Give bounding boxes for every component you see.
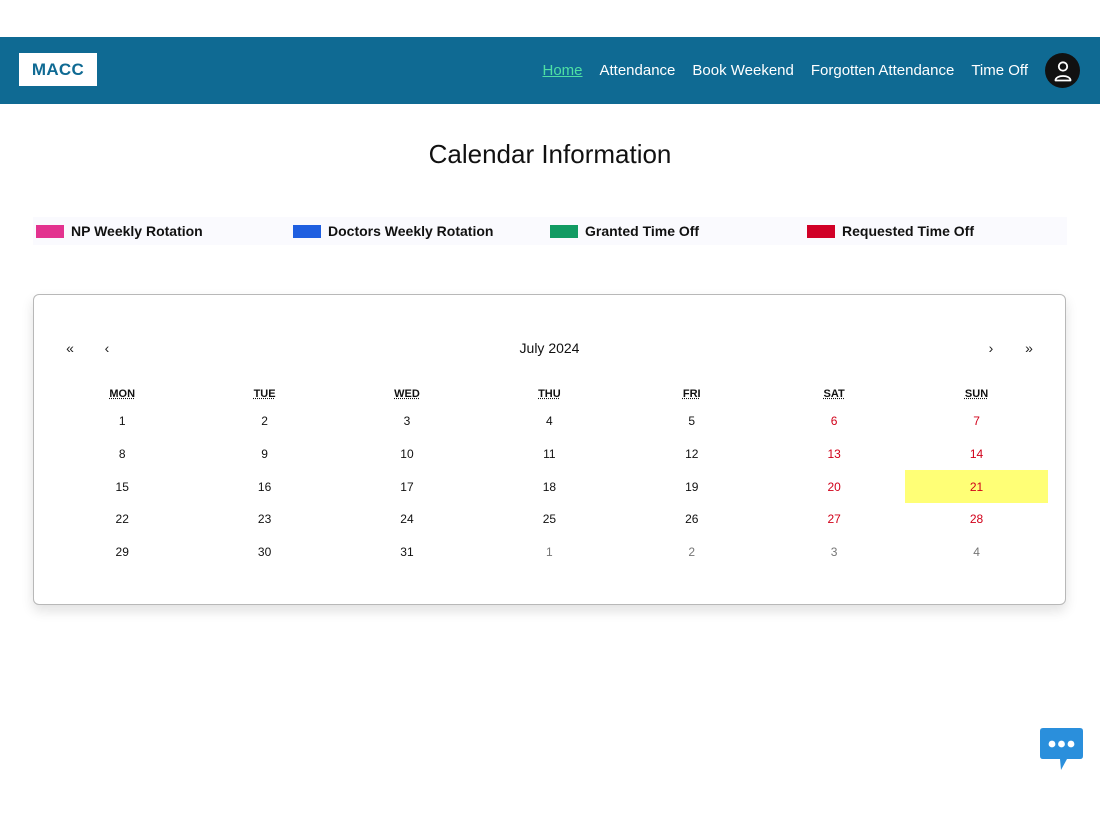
weekday-thu: THU [538,388,561,400]
day-cell[interactable]: 16 [257,479,272,494]
chat-button[interactable] [1039,727,1084,771]
legend-swatch [293,224,321,238]
app-window: MACC Home Attendance Book Weekend Forgot… [0,37,1100,788]
calendar-navigation: July 2024 « ‹ › » [34,333,1065,363]
next-year-button[interactable]: » [1025,340,1033,356]
legend-swatch [36,224,64,238]
weekday-wed: WED [394,388,420,400]
prev-year-button[interactable]: « [66,340,74,356]
day-cell[interactable]: 3 [403,414,411,429]
day-cell[interactable]: 9 [261,447,268,462]
day-cell-next-month[interactable]: 2 [688,545,696,560]
day-cell-today[interactable]: 21 [905,470,1048,504]
day-cell[interactable]: 24 [400,512,414,527]
day-cell[interactable]: 6 [830,414,838,429]
nav-link-time-off[interactable]: Time Off [971,62,1028,79]
day-cell[interactable]: 5 [688,414,696,429]
day-cell-next-month[interactable]: 4 [973,545,980,560]
legend-label: Doctors Weekly Rotation [328,223,494,239]
day-cell[interactable]: 31 [400,545,414,560]
day-cell[interactable]: 1 [118,414,126,429]
day-cell[interactable]: 13 [827,447,841,462]
weekday-fri: FRI [682,388,701,400]
day-cell[interactable]: 26 [685,512,699,527]
day-cell[interactable]: 29 [115,545,129,560]
chat-bubble-icon [1040,728,1083,770]
day-cell[interactable]: 25 [542,512,557,527]
day-cell[interactable]: 14 [969,447,984,462]
day-cell[interactable]: 12 [685,447,699,462]
navbar: MACC Home Attendance Book Weekend Forgot… [0,37,1100,104]
weekday-sun: SUN [964,388,989,400]
day-cell[interactable]: 15 [115,479,129,494]
day-cell[interactable]: 23 [257,512,272,527]
nav-links: Home Attendance Book Weekend Forgotten A… [542,37,1028,104]
legend-label: NP Weekly Rotation [71,223,203,239]
legend-label: Granted Time Off [585,223,700,239]
nav-link-home[interactable]: Home [542,62,583,79]
nav-link-attendance[interactable]: Attendance [599,62,676,79]
user-icon [1054,60,1071,81]
day-cell[interactable]: 8 [118,447,126,462]
day-cell[interactable]: 10 [400,447,414,462]
day-cell[interactable]: 7 [973,414,980,429]
day-cell[interactable]: 27 [827,512,841,527]
calendar-month-label[interactable]: July 2024 [519,340,580,356]
profile-avatar-button[interactable] [1045,53,1080,88]
weekday-sat: SAT [823,388,845,400]
day-cell[interactable]: 17 [400,479,414,494]
day-cell-next-month[interactable]: 1 [546,545,553,560]
calendar-grid: MON TUE WED THU FRI SAT SUN 1 2 3 4 5 6 … [51,383,1048,568]
legend-item-np-rotation: NP Weekly Rotation [33,223,290,239]
legend-swatch [550,224,578,238]
day-cell[interactable]: 28 [969,512,984,527]
page-title: Calendar Information [428,139,672,169]
day-cell[interactable]: 30 [257,545,272,560]
legend-label: Requested Time Off [842,223,974,239]
weekday-tue: TUE [253,388,276,400]
day-cell[interactable]: 19 [685,479,699,494]
day-cell[interactable]: 11 [543,447,556,462]
day-cell[interactable]: 4 [546,414,553,429]
nav-link-book-weekend[interactable]: Book Weekend [692,62,794,79]
legend: NP Weekly Rotation Doctors Weekly Rotati… [33,217,1067,245]
day-cell[interactable]: 2 [261,414,268,429]
day-cell[interactable]: 20 [827,479,841,494]
weekday-mon: MON [109,388,136,400]
calendar: July 2024 « ‹ › » MON TUE WED THU FRI SA… [33,294,1066,605]
legend-item-doctors-rotation: Doctors Weekly Rotation [290,223,547,239]
legend-item-requested-time-off: Requested Time Off [804,223,1061,239]
nav-link-forgotten-attendance[interactable]: Forgotten Attendance [810,62,955,79]
day-cell[interactable]: 22 [115,512,129,527]
day-cell-next-month[interactable]: 3 [830,545,838,560]
legend-item-granted-time-off: Granted Time Off [547,223,804,239]
day-cell[interactable]: 18 [542,479,557,494]
logo[interactable]: MACC [19,53,97,86]
legend-swatch [807,224,835,238]
prev-month-button[interactable]: ‹ [104,340,110,356]
next-month-button[interactable]: › [988,340,994,356]
